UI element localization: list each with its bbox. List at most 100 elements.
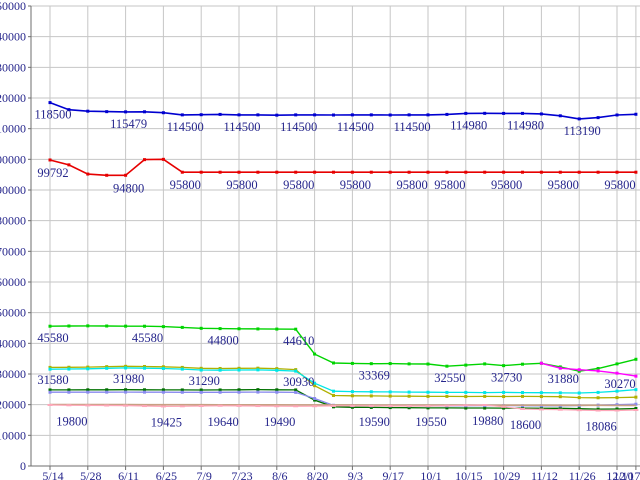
data-point-marker [143, 110, 146, 114]
data-point-marker [67, 163, 71, 167]
series-red-markers [48, 157, 638, 177]
data-point-marker [313, 398, 317, 402]
data-point-marker [521, 394, 524, 398]
data-point-marker [313, 170, 317, 174]
data-point-marker [369, 170, 373, 174]
data-point-marker [464, 406, 468, 410]
data-point-marker [48, 390, 52, 394]
data-point-marker [105, 388, 109, 392]
data-point-marker [294, 388, 298, 392]
data-point-marker [105, 366, 109, 370]
data-point-marker [388, 362, 392, 366]
series-navy-line [49, 101, 636, 120]
series-navy-data-labels: 118500 115479 114500 114500 114500 114500 1145… [34, 108, 600, 138]
data-point-marker [539, 361, 543, 365]
data-point-marker [577, 407, 581, 411]
y-axis-label: 40000 [0, 336, 26, 350]
data-point-marker [539, 170, 543, 174]
data-point-marker [520, 407, 525, 410]
data-point-marker [218, 112, 222, 116]
series-red [48, 157, 638, 177]
data-point-marker [67, 388, 71, 392]
data-point-marker [256, 388, 260, 392]
data-label: 19880 [472, 414, 503, 428]
data-point-marker [124, 364, 128, 368]
data-label: 19425 [151, 415, 182, 429]
series-navy-markers [48, 101, 638, 121]
data-point-marker [143, 366, 146, 370]
data-point-marker [350, 394, 354, 398]
data-point-marker [105, 365, 109, 369]
series-cyan-markers [48, 366, 638, 395]
data-point-marker [521, 391, 524, 395]
data-point-marker [313, 381, 317, 385]
data-point-marker [387, 404, 393, 407]
data-label: 99792 [37, 166, 68, 180]
data-point-marker [577, 391, 581, 395]
data-point-marker [502, 170, 506, 174]
data-point-marker [521, 111, 524, 115]
data-point-marker [275, 367, 279, 371]
data-point-marker [634, 170, 638, 174]
data-point-marker [199, 388, 203, 392]
data-point-marker [180, 170, 184, 174]
data-point-marker [48, 101, 52, 105]
data-label: 114500 [394, 120, 431, 134]
data-point-marker [350, 390, 354, 394]
data-point-marker [313, 384, 317, 388]
series-magenta-markers [539, 361, 638, 378]
data-point-marker [445, 364, 449, 368]
data-point-marker [86, 365, 90, 369]
data-point-marker [406, 405, 412, 408]
data-label: 95800 [283, 178, 314, 192]
x-axis-label: 5/14 [42, 469, 63, 480]
data-point-marker [104, 404, 110, 407]
data-point-marker [483, 394, 487, 398]
series-magenta-line [541, 362, 637, 377]
x-axis-label: 6/11 [118, 469, 139, 480]
data-point-marker [199, 366, 203, 370]
data-point-marker [256, 170, 260, 174]
data-point-marker [218, 170, 222, 174]
series-cyan-data-labels: 31580 31980 31290 30930 [37, 372, 314, 389]
axes [28, 5, 640, 470]
data-point-marker [388, 113, 392, 117]
data-point-marker [615, 371, 619, 375]
y-axis-label: 30000 [0, 367, 26, 381]
data-point-marker [275, 327, 279, 331]
data-point-marker [313, 113, 317, 117]
data-point-marker [502, 395, 506, 399]
data-point-marker [143, 388, 146, 392]
data-point-marker [539, 112, 543, 116]
data-point-marker [86, 324, 90, 328]
data-point-marker [407, 170, 411, 174]
data-point-marker [124, 324, 128, 328]
data-point-marker [407, 406, 411, 410]
data-point-marker [48, 158, 52, 162]
data-point-marker [47, 403, 53, 406]
data-point-marker [577, 396, 581, 400]
y-axis-label: 140000 [0, 30, 26, 44]
data-point-marker [86, 367, 90, 371]
data-point-marker [557, 408, 563, 411]
data-point-marker [180, 113, 184, 117]
x-axis-label: 9/17 [383, 469, 404, 480]
data-point-marker [464, 111, 468, 115]
data-point-marker [614, 409, 620, 412]
data-point-marker [502, 406, 506, 410]
data-point-marker [124, 173, 128, 177]
data-point-marker [444, 404, 450, 407]
data-label: 95800 [491, 178, 522, 192]
data-point-marker [615, 170, 619, 174]
data-point-marker [180, 390, 184, 394]
series-dark-green-line [50, 388, 636, 410]
data-label: 31580 [37, 373, 68, 387]
data-point-marker [161, 157, 165, 161]
data-point-marker [577, 368, 581, 372]
data-point-marker [275, 113, 279, 117]
data-point-marker [85, 404, 91, 407]
data-point-marker [483, 170, 487, 174]
x-axis-label: 5/28 [80, 469, 101, 480]
data-point-marker [634, 407, 638, 410]
